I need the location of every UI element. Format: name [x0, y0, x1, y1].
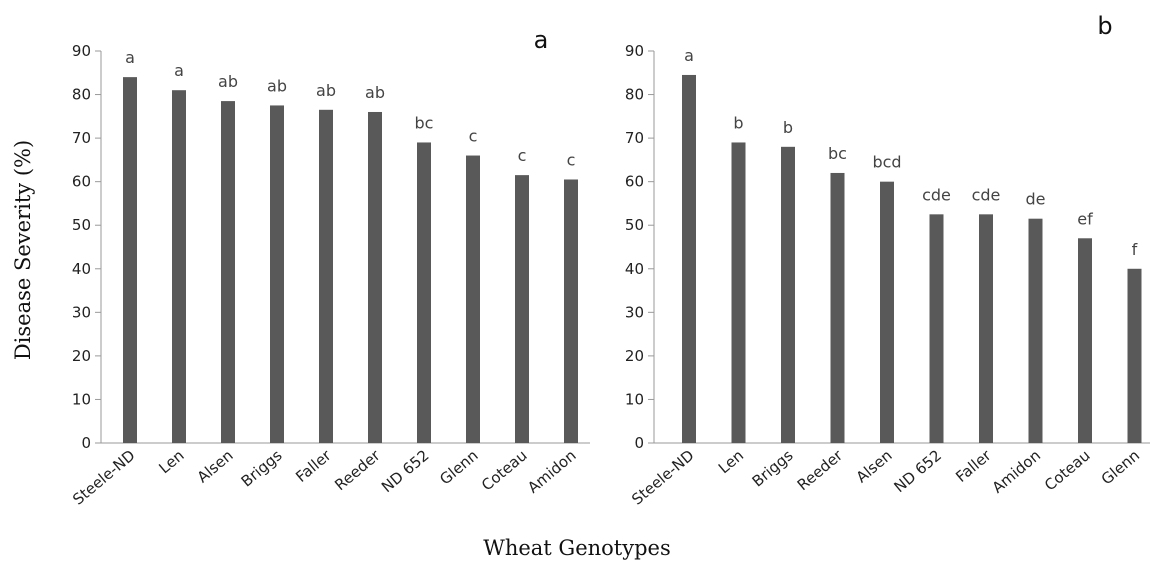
- panel-b-significance-letter: cde: [972, 185, 1001, 204]
- panel-a-bar: [123, 77, 137, 443]
- panel-b-category-label: Briggs: [749, 446, 797, 490]
- panel-b-significance-letter: bcd: [872, 153, 901, 172]
- panel-b-category-label: Reeder: [794, 446, 847, 494]
- panel-b-bar: [1028, 218, 1043, 443]
- panel-a-y-tick-label: 20: [72, 347, 91, 365]
- panel-b-significance-letter: b: [733, 113, 743, 132]
- panel-a-y-tick-label: 80: [72, 86, 91, 104]
- panel-a-significance-letter: a: [174, 61, 184, 80]
- panel-b-bar: [830, 172, 845, 443]
- panel-b-category-label: Amidon: [989, 446, 1044, 497]
- x-axis-title: Wheat Genotypes: [483, 536, 671, 560]
- panel-a-y-tick-label: 70: [72, 129, 91, 147]
- panel-b-category-label: ND 652: [890, 446, 945, 496]
- panel-a-category-label: Alsen: [194, 446, 237, 486]
- panel-b-y-tick-label: 30: [625, 303, 644, 321]
- panel-b-bar: [781, 146, 795, 444]
- panel-b-y-tick-label: 90: [625, 42, 644, 60]
- panel-a-label: a: [534, 26, 549, 54]
- panel-a-category-label: Faller: [292, 446, 335, 486]
- panel-b-significance-letter: ef: [1077, 209, 1093, 228]
- panel-a-category-label: Briggs: [238, 446, 286, 490]
- panel-b-bar: [731, 142, 746, 443]
- panel-a-bar: [564, 179, 578, 443]
- panel-a-significance-letter: ab: [365, 83, 385, 102]
- panel-a-significance-letter: c: [518, 146, 527, 165]
- panel-b-significance-letter: f: [1132, 240, 1138, 259]
- panel-b-y-tick-label: 10: [625, 390, 644, 408]
- panel-a-category-label: ND 652: [378, 446, 433, 496]
- panel-a-bar: [270, 105, 284, 443]
- panel-b-y-tick-label: 80: [625, 86, 644, 104]
- panel-a-y-tick-label: 0: [81, 434, 91, 452]
- panel-b-category-label: Steele-ND: [628, 446, 697, 508]
- panel-b-label: b: [1097, 12, 1112, 40]
- panel-b-significance-letter: a: [684, 46, 694, 65]
- panel-b-chart: 0 10 20 30 40 50 60 70 80 90 a Steele-ND b Len b Briggs…: [625, 12, 1150, 509]
- panel-a-category-label: Amidon: [524, 446, 579, 497]
- panel-a-bar: [319, 109, 333, 444]
- panel-a-y-tick-label: 60: [72, 173, 91, 191]
- panel-b-bar: [1127, 268, 1142, 443]
- panel-b-bar: [1078, 238, 1092, 443]
- panel-a-significance-letter: c: [567, 150, 576, 169]
- panel-a-bar: [515, 175, 529, 443]
- panel-b-significance-letter: de: [1026, 190, 1046, 209]
- panel-a-significance-letter: ab: [267, 76, 287, 95]
- panel-b-category-label: Faller: [952, 446, 995, 486]
- panel-a-y-tick-label: 90: [72, 42, 91, 60]
- panel-b-significance-letter: bc: [828, 144, 847, 163]
- panel-a-bar: [466, 155, 480, 444]
- panel-a-significance-letter: c: [469, 127, 478, 146]
- panel-a-category-label: Glenn: [436, 446, 481, 488]
- panel-a-significance-letter: ab: [218, 72, 238, 91]
- panel-b-y-tick-label: 60: [625, 173, 644, 191]
- panel-a-bar: [221, 101, 235, 443]
- panel-b-category-label: Glenn: [1098, 446, 1143, 488]
- panel-b-y-tick-label: 20: [625, 347, 644, 365]
- panel-a-y-tick-label: 10: [72, 390, 91, 408]
- panel-a-bar: [368, 111, 382, 443]
- panel-b-y-tick-label: 50: [625, 216, 644, 234]
- panel-a-bar: [417, 142, 431, 443]
- panel-b-bar: [979, 214, 993, 443]
- panel-b-significance-letter: b: [783, 118, 793, 137]
- panel-a-category-label: Reeder: [331, 446, 384, 494]
- panel-a-y-tick-label: 30: [72, 303, 91, 321]
- panel-b-bar: [929, 214, 944, 443]
- panel-b-category-label: Alsen: [853, 446, 896, 486]
- panel-a-y-tick-label: 50: [72, 216, 91, 234]
- panel-b-category-label: Coteau: [1041, 446, 1094, 494]
- panel-a-chart: 0 10 20 30 40 50 60 70 80 90 a Steele-ND a Len ab Alsen…: [69, 26, 590, 509]
- panel-a-significance-letter: ab: [316, 81, 336, 100]
- panel-b-bar: [682, 74, 696, 443]
- panel-b-y-tick-label: 70: [625, 129, 644, 147]
- panel-a-category-label: Steele-ND: [69, 446, 138, 508]
- panel-b-y-tick-label: 40: [625, 260, 644, 278]
- panel-a-significance-letter: bc: [415, 113, 434, 132]
- panel-a-category-label: Len: [155, 446, 187, 477]
- panel-b-category-label: Len: [715, 446, 747, 477]
- panel-b-y-tick-label: 0: [634, 434, 644, 452]
- panel-a-category-label: Coteau: [478, 446, 531, 494]
- panel-b-significance-letter: cde: [922, 185, 951, 204]
- panel-a-bar: [172, 90, 186, 443]
- panel-a-y-tick-label: 40: [72, 260, 91, 278]
- y-axis-title: Disease Severity (%): [11, 140, 35, 360]
- panel-b-bar: [880, 181, 894, 443]
- panel-a-significance-letter: a: [125, 48, 135, 67]
